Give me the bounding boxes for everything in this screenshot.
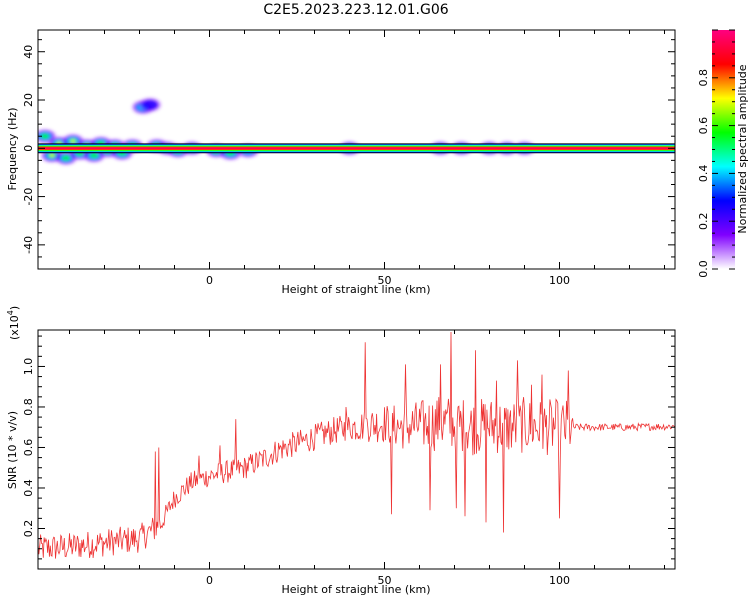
spectrogram-y-axis-label: Frequency (Hz) (6, 108, 19, 191)
snr-frame (37, 329, 676, 570)
snr-x-tick-label: 100 (549, 574, 570, 587)
spectrogram-x-tick-label: 50 (378, 274, 392, 287)
spectrogram-x-tick-label: 100 (549, 274, 570, 287)
snr-x-axis-label: Height of straight line (km) (281, 583, 430, 596)
spectrogram-ticks: 0 50 100 -40 -20 0 20 40 (22, 30, 675, 287)
spectrogram-main-line (38, 143, 675, 154)
spectrogram-y-tick-label: -20 (22, 188, 35, 206)
snr-panel: 0 50 100 0.2 0.4 0.6 0.8 1.0 Height of straight… (6, 306, 676, 596)
snr-x-tick-label: 50 (378, 574, 392, 587)
snr-y-axis-label: SNR (10 * v/v) (6, 411, 19, 489)
spectrogram-blob (70, 139, 76, 143)
colorbar-label: Normalized spectral amplitude (736, 64, 749, 233)
spectrogram-frame (37, 29, 676, 270)
spectrogram-blob (142, 99, 158, 110)
snr-y-multiplier: (x104) (6, 306, 21, 340)
spectrogram-panel: 0 50 100 -40 -20 0 20 40 Height of straight lin… (6, 29, 676, 296)
colorbar-ticks: 0.0 0.2 0.4 0.6 0.8 (697, 29, 735, 278)
spectrogram-y-tick-label: 0 (22, 145, 35, 152)
colorbar-tick-label: 0.0 (697, 260, 710, 278)
snr-y-tick-label: 0.4 (22, 479, 35, 497)
snr-y-tick-label: 1.0 (22, 358, 35, 376)
spectrogram-blob (90, 153, 98, 159)
colorbar-tick-label: 0.4 (697, 165, 710, 183)
colorbar-tick-label: 0.6 (697, 117, 710, 135)
spectrogram-y-tick-label: 20 (22, 93, 35, 107)
spectrogram-x-axis-label: Height of straight line (km) (281, 283, 430, 296)
spectrogram-blob (49, 153, 55, 158)
snr-y-tick-label: 0.2 (22, 520, 35, 538)
snr-y-tick-label: 0.6 (22, 439, 35, 457)
colorbar: 0.0 0.2 0.4 0.6 0.8 Normalized spectral ampl… (697, 29, 749, 278)
snr-series-line (38, 331, 675, 559)
spectrogram-line-band (38, 147, 675, 150)
snr-ticks: 0 50 100 0.2 0.4 0.6 0.8 1.0 (22, 330, 675, 587)
spectrogram-blob (62, 155, 70, 161)
figure-title: C2E5.2023.223.12.01.G06 (263, 2, 448, 18)
spectrogram-blob (41, 133, 49, 139)
spectrogram-x-tick-label: 0 (206, 274, 213, 287)
colorbar-tick-label: 0.2 (697, 212, 710, 230)
spectrogram-y-tick-label: 40 (22, 45, 35, 59)
spectrogram-y-tick-label: -40 (22, 236, 35, 254)
snr-y-tick-label: 0.8 (22, 398, 35, 416)
snr-x-tick-label: 0 (206, 574, 213, 587)
colorbar-tick-label: 0.8 (697, 69, 710, 87)
colorbar-gradient (712, 30, 735, 269)
